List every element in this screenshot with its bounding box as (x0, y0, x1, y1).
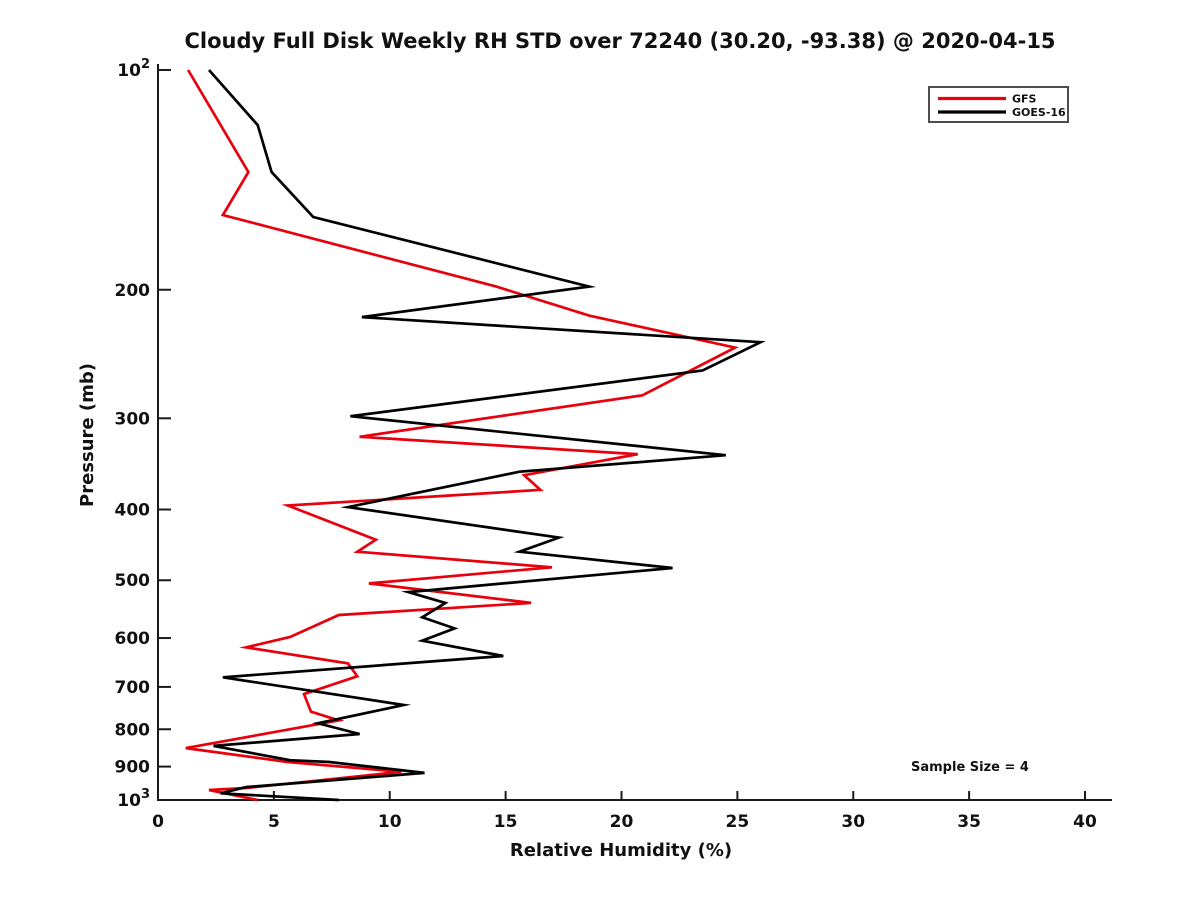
y-tick-label: 800 (115, 720, 151, 740)
sample-size-note: Sample Size = 4 (911, 760, 1029, 775)
x-tick-label: 30 (841, 812, 865, 832)
x-tick-label: 40 (1073, 812, 1097, 832)
x-tick-label: 5 (268, 812, 280, 832)
y-tick-label: 103 (117, 787, 150, 811)
legend-label-goes-16: GOES-16 (1012, 106, 1066, 119)
legend-box (928, 86, 1069, 123)
data-series (185, 69, 766, 802)
y-tick-label: 300 (115, 409, 151, 429)
y-axis-label: Pressure (mb) (77, 363, 98, 507)
y-tick-label: 700 (115, 678, 151, 698)
y-tick-label: 600 (115, 629, 151, 649)
y-tick-label: 900 (115, 758, 151, 778)
x-tick-label: 0 (152, 812, 164, 832)
y-tick-label: 500 (115, 571, 151, 591)
y-tick-label: 200 (115, 281, 151, 301)
legend-label-gfs: GFS (1012, 93, 1037, 106)
y-tick-label: 400 (115, 501, 151, 521)
chart-title: Cloudy Full Disk Weekly RH STD over 7224… (184, 29, 1055, 53)
x-tick-label: 20 (610, 812, 634, 832)
series-gfs (185, 69, 740, 802)
y-tick-label: 102 (117, 57, 150, 81)
x-tick-label: 15 (494, 812, 518, 832)
x-tick-label: 10 (378, 812, 402, 832)
x-tick-label: 25 (726, 812, 750, 832)
x-axis-label: Relative Humidity (%) (510, 840, 732, 861)
x-tick-label: 35 (957, 812, 981, 832)
series-goes-16 (207, 69, 766, 802)
